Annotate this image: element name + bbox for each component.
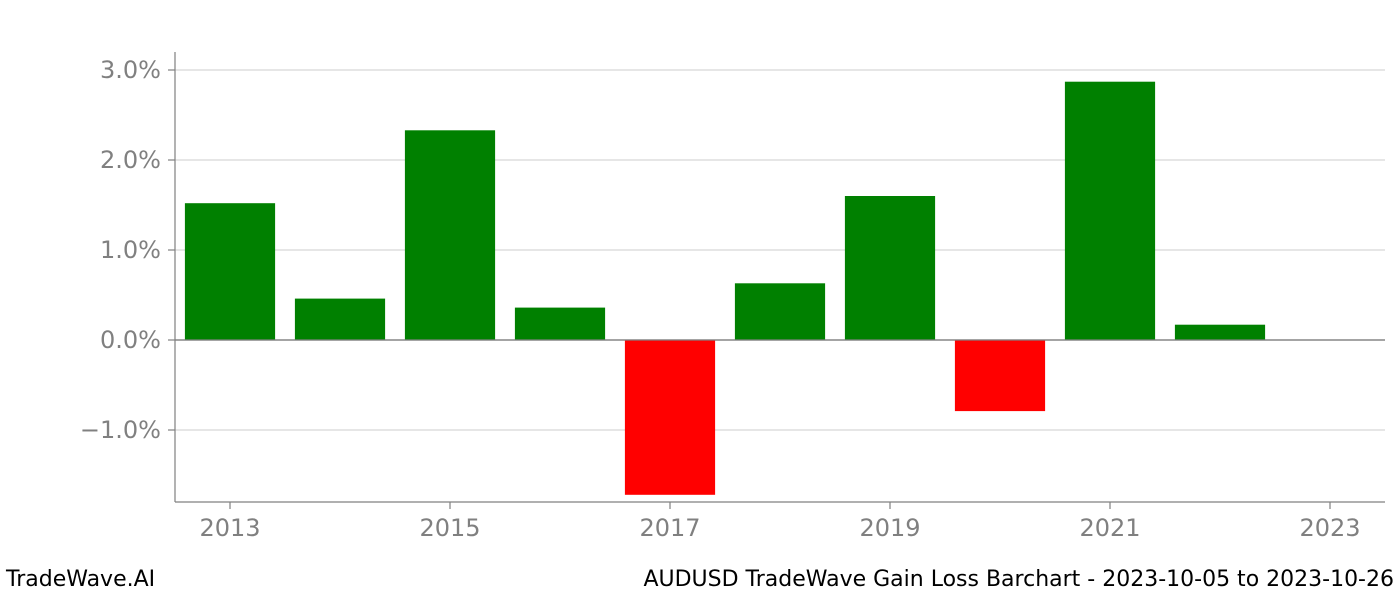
footer-caption: AUDUSD TradeWave Gain Loss Barchart - 20… [643, 567, 1394, 592]
bar-2017 [625, 340, 715, 495]
bar-2022 [1175, 325, 1265, 340]
gain-loss-barchart: −1.0% 0.0% 1.0% 2.0% 3.0% 2013 2015 2017 2019 202… [0, 0, 1400, 600]
bar-2014 [295, 299, 385, 340]
y-tick-label: 3.0% [100, 56, 161, 84]
y-tick-label: 2.0% [100, 146, 161, 174]
x-tick-label: 2015 [419, 514, 480, 542]
x-tick-label: 2021 [1079, 514, 1140, 542]
bar-2016 [515, 308, 605, 340]
bar-2020 [955, 340, 1045, 411]
bar-2018 [735, 283, 825, 340]
bar-2021 [1065, 82, 1155, 340]
bar-2013 [185, 203, 275, 340]
bar-2019 [845, 196, 935, 340]
y-tick-label: −1.0% [80, 416, 161, 444]
x-tick-label: 2019 [859, 514, 920, 542]
x-tick-label: 2013 [199, 514, 260, 542]
footer-brand: TradeWave.AI [6, 567, 155, 592]
bar-2015 [405, 130, 495, 340]
x-tick-label: 2023 [1299, 514, 1360, 542]
y-tick-label: 1.0% [100, 236, 161, 264]
y-tick-label: 0.0% [100, 326, 161, 354]
x-tick-label: 2017 [639, 514, 700, 542]
